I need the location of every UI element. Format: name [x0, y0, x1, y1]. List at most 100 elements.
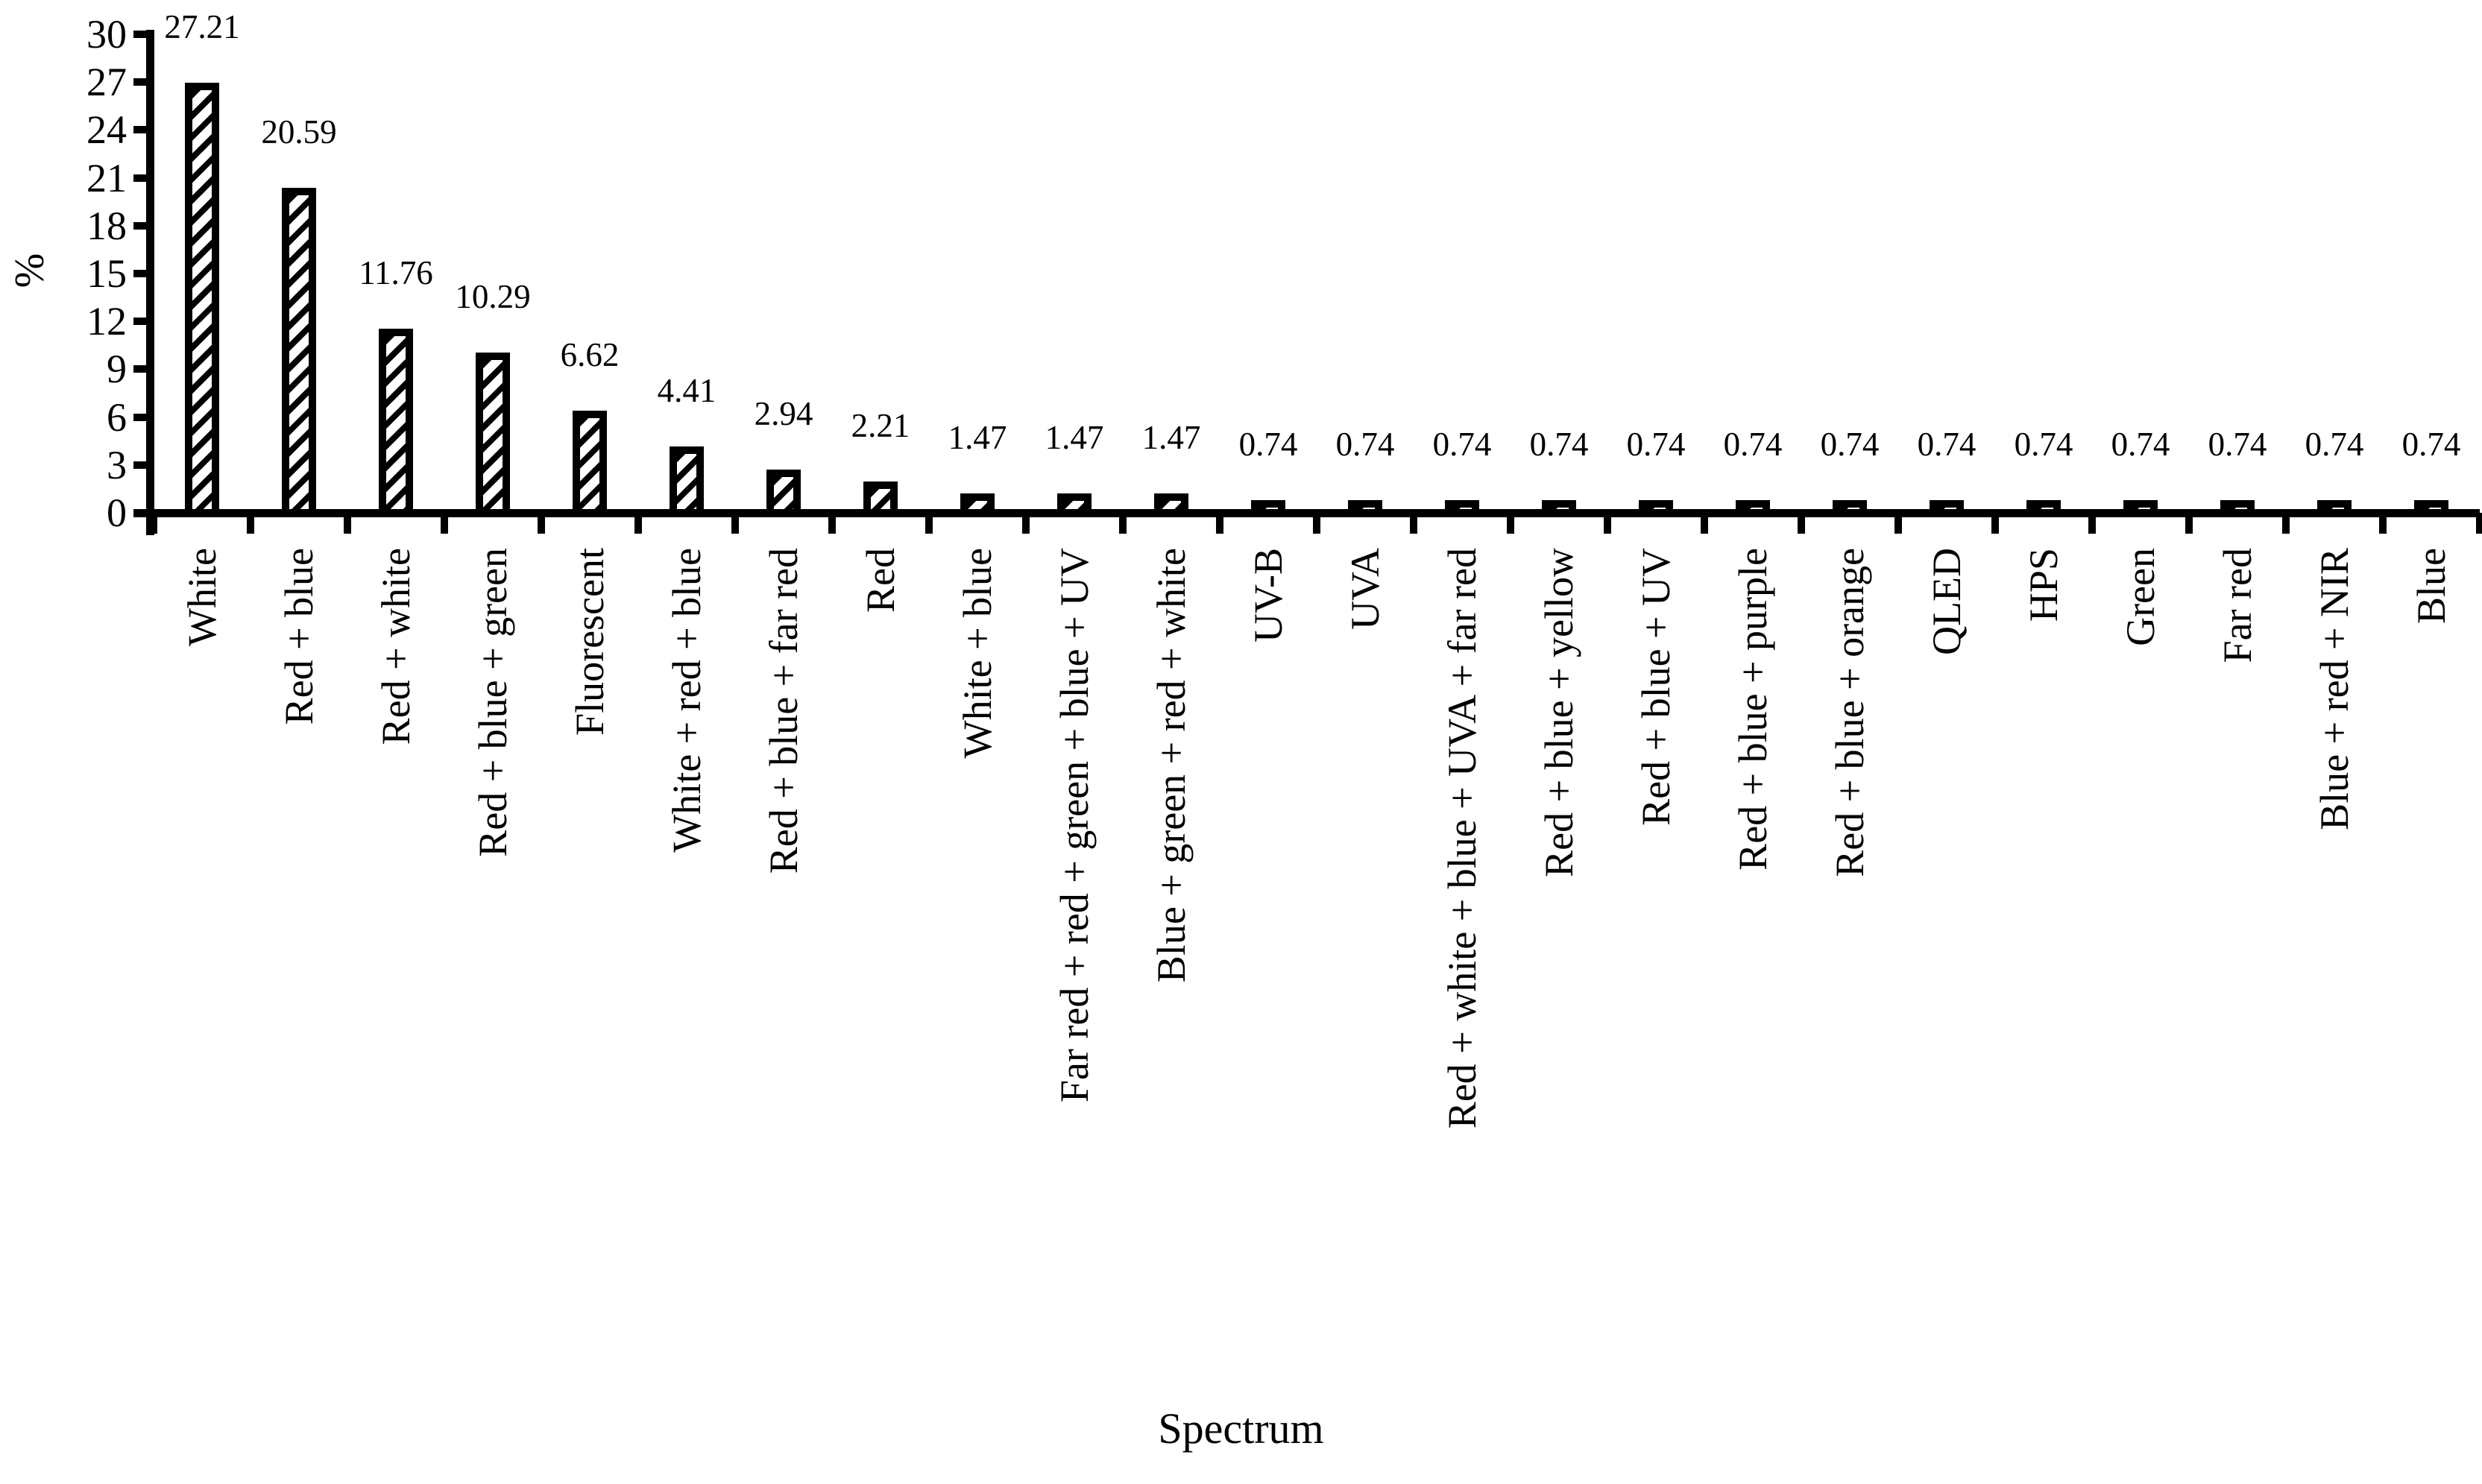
category-label: Red + white: [374, 548, 418, 745]
x-tick: [1701, 513, 1708, 534]
bar: [1639, 500, 1673, 517]
bar: [379, 329, 413, 517]
y-tick: [133, 78, 154, 86]
bar-value-label: 11.76: [359, 254, 433, 291]
x-tick: [828, 513, 836, 534]
y-tick: [133, 221, 154, 230]
bar: [766, 470, 801, 517]
bar-value-label: 0.74: [2208, 426, 2267, 463]
bar-value-label: 0.74: [2305, 426, 2364, 463]
y-tick-label: 21: [86, 155, 127, 201]
category-label: Blue + red + NIR: [2312, 548, 2357, 830]
category-label: Red + blue + UV: [1634, 548, 1678, 826]
x-tick: [1022, 513, 1030, 534]
y-tick-label: 15: [86, 251, 127, 296]
category-label: White + red + blue: [664, 548, 709, 853]
y-tick: [133, 365, 154, 373]
x-tick: [1991, 513, 1999, 534]
bar: [1542, 500, 1576, 517]
y-tick-label: 9: [107, 347, 127, 392]
y-tick-label: 27: [86, 60, 127, 105]
x-tick: [925, 513, 933, 534]
bar-value-label: 0.74: [1432, 426, 1492, 463]
bar-value-label: 2.94: [754, 395, 813, 432]
bar-value-label: 2.21: [851, 407, 910, 444]
bar-value-label: 0.74: [1529, 426, 1589, 463]
y-tick: [133, 413, 154, 421]
x-tick: [247, 513, 254, 534]
bar: [573, 411, 607, 517]
category-label: Red + white + blue + UVA + far red: [1440, 548, 1484, 1129]
x-tick: [1798, 513, 1805, 534]
category-label: White: [180, 548, 224, 646]
x-tick: [441, 513, 448, 534]
bar: [670, 446, 704, 517]
category-label: Fluorescent: [567, 548, 612, 736]
category-label: UV-B: [1246, 548, 1291, 643]
category-label: Red + blue + yellow: [1537, 548, 1581, 877]
y-tick-label: 12: [86, 299, 127, 344]
bar: [282, 188, 316, 517]
bar-value-label: 0.74: [1335, 426, 1395, 463]
x-tick: [344, 513, 351, 534]
bar: [960, 493, 995, 517]
bar: [1930, 500, 1964, 517]
category-label: Red + blue + orange: [1827, 548, 1872, 877]
y-tick-label: 0: [107, 490, 127, 535]
bar-value-label: 20.59: [261, 113, 337, 151]
category-label: UVA: [1343, 548, 1388, 631]
bar: [1348, 500, 1382, 517]
y-tick-label: 3: [107, 442, 127, 487]
x-tick: [1507, 513, 1514, 534]
bar-value-label: 27.21: [164, 8, 240, 45]
bar-value-label: 0.74: [2401, 426, 2461, 463]
bar-value-label: 0.74: [1820, 426, 1880, 463]
bar-value-label: 0.74: [1238, 426, 1298, 463]
x-tick: [150, 513, 157, 534]
bar: [2317, 500, 2352, 517]
bar-value-label: 4.41: [657, 372, 716, 409]
y-tick-label: 24: [86, 107, 127, 153]
category-label: Red + blue: [277, 548, 321, 725]
y-tick: [133, 318, 154, 326]
bar-value-label: 1.47: [1141, 419, 1201, 456]
x-tick: [1894, 513, 1902, 534]
y-axis-line: [146, 30, 154, 535]
y-tick-label: 18: [86, 203, 127, 248]
x-tick: [538, 513, 545, 534]
bar-value-label: 0.74: [1723, 426, 1783, 463]
category-label: Blue + green + red + white: [1149, 548, 1194, 983]
x-axis-line: [133, 508, 2480, 517]
bar: [2414, 500, 2448, 517]
y-tick: [133, 31, 154, 38]
bar-value-label: 1.47: [1045, 419, 1104, 456]
x-tick: [1604, 513, 1611, 534]
bar: [1251, 500, 1285, 517]
category-label: White + blue: [955, 548, 1000, 759]
x-tick: [2379, 513, 2387, 534]
x-axis-title: Spectrum: [1158, 1404, 1324, 1453]
bar: [1445, 500, 1479, 517]
bar: [1736, 500, 1770, 517]
bar-value-label: 10.29: [455, 278, 531, 315]
category-label: QLED: [1924, 548, 1969, 655]
bar: [2123, 500, 2158, 517]
x-tick: [2282, 513, 2290, 534]
bar-value-label: 6.62: [560, 336, 620, 373]
y-tick-label: 6: [107, 394, 127, 440]
category-label: Red + blue + purple: [1730, 548, 1775, 871]
category-label: Far red: [2215, 548, 2260, 663]
x-tick: [1119, 513, 1127, 534]
bar: [863, 481, 898, 517]
bar: [2026, 500, 2061, 517]
bar: [1154, 493, 1188, 517]
y-tick: [133, 174, 154, 182]
x-tick: [2476, 513, 2482, 534]
bar-value-label: 0.74: [2014, 426, 2073, 463]
y-tick-label: 30: [86, 12, 127, 57]
bar: [1057, 493, 1092, 517]
bar-value-label: 0.74: [2111, 426, 2170, 463]
category-label: Blue: [2409, 548, 2454, 624]
y-tick: [133, 461, 154, 469]
